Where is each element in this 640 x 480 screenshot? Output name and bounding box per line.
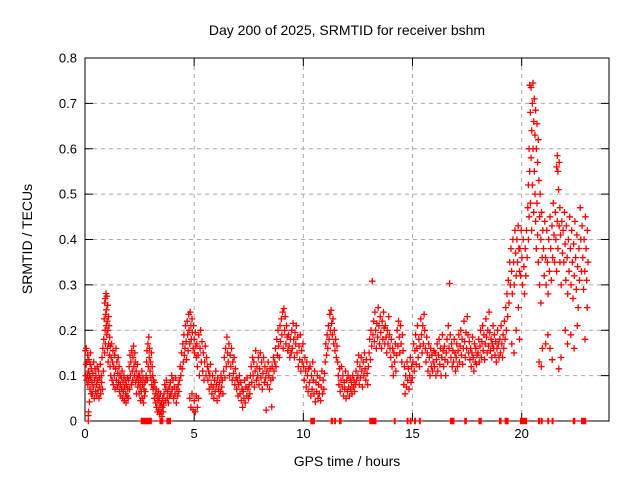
y-tick-label: 0.8 (59, 51, 77, 66)
data-points-SRMTID (82, 79, 592, 425)
y-tick-label: 0.2 (59, 323, 77, 338)
y-tick-label: 0.5 (59, 187, 77, 202)
y-tick-label: 0.4 (59, 232, 77, 247)
x-tick-label: 20 (514, 426, 528, 441)
x-tick-label: 0 (81, 426, 88, 441)
chart-title: Day 200 of 2025, SRMTID for receiver bsh… (208, 22, 486, 38)
x-tick-label: 15 (405, 426, 419, 441)
x-axis-label: GPS time / hours (293, 453, 401, 469)
y-tick-label: 0.3 (59, 277, 77, 292)
x-tick-label: 5 (191, 426, 198, 441)
x-tick-label: 10 (296, 426, 310, 441)
y-tick-label: 0.6 (59, 141, 77, 156)
y-tick-label: 0 (70, 414, 77, 429)
y-tick-label: 0.1 (59, 368, 77, 383)
y-tick-label: 0.7 (59, 96, 77, 111)
